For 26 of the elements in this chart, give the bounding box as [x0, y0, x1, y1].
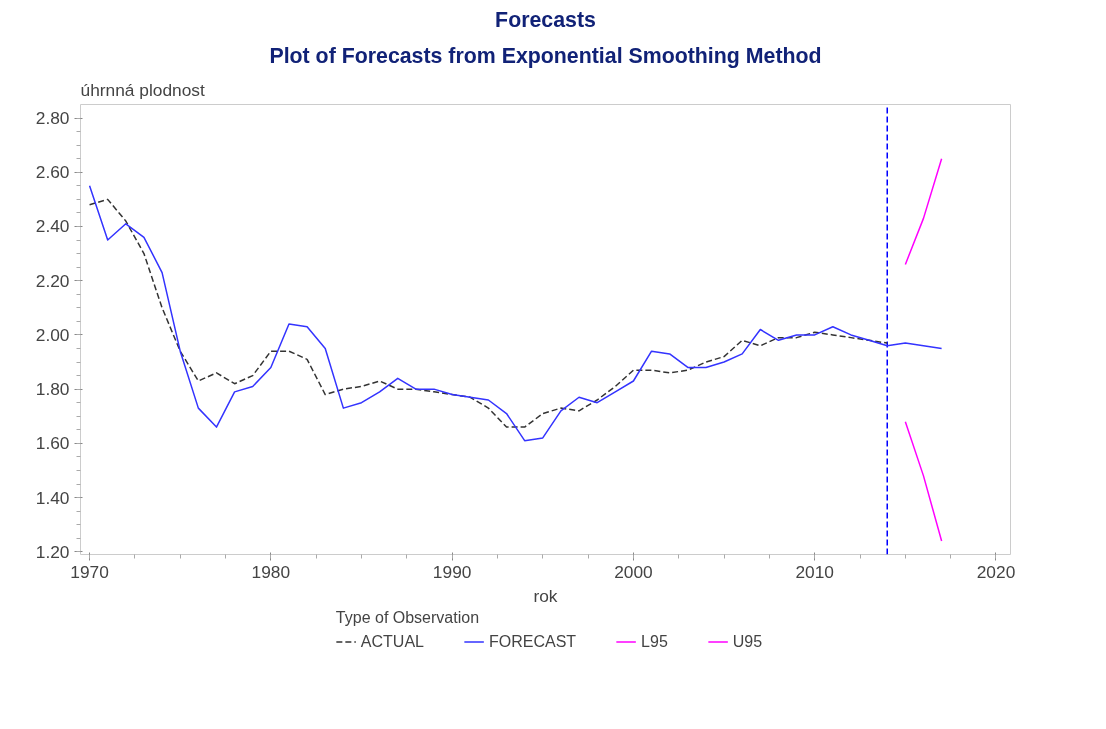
legend-label: L95	[641, 632, 668, 650]
x-tick-label: 2010	[795, 561, 834, 582]
y-tick-label: 2.40	[35, 216, 70, 237]
y-tick-label: 2.00	[35, 324, 70, 345]
line-series	[88, 198, 888, 428]
y-tick-label: 1.60	[35, 433, 70, 454]
line-series	[88, 185, 943, 442]
legend-label: U95	[732, 632, 763, 650]
x-tick-label: 1990	[432, 561, 472, 582]
legend-label: FORECAST	[488, 632, 577, 650]
chart-title: Forecasts	[495, 7, 596, 32]
legend-title: Type of Observation	[335, 608, 481, 626]
y-tick-label: 1.20	[35, 541, 70, 562]
legend-label: ACTUAL	[360, 632, 424, 650]
chart-subtitle: Plot of Forecasts from Exponential Smoothing Method	[269, 43, 822, 68]
x-tick-label: 2020	[976, 561, 1016, 582]
y-tick-label: 2.60	[35, 162, 70, 183]
y-tick-label: 1.40	[35, 487, 70, 508]
y-axis-title: úhrnná plodnost	[80, 79, 205, 100]
y-tick-label: 2.20	[35, 270, 70, 291]
x-tick-label: 1970	[70, 561, 109, 582]
x-axis-title: rok	[533, 585, 558, 606]
x-tick-label: 1980	[251, 561, 291, 582]
y-tick-label: 2.80	[35, 108, 70, 129]
x-tick-label: 2000	[614, 561, 653, 582]
y-tick-label: 1.80	[35, 379, 70, 400]
